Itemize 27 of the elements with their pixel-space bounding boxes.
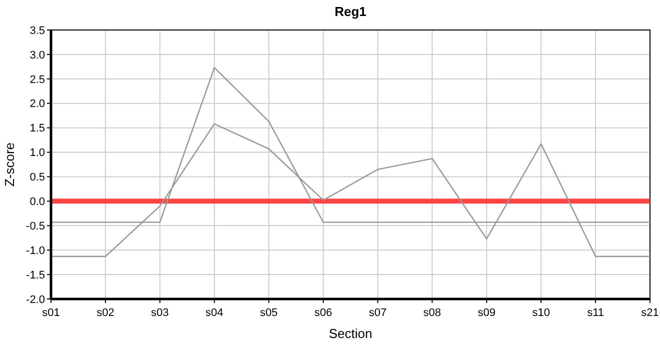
y-tick-label: -2.0 xyxy=(26,294,45,306)
x-tick-label: s11 xyxy=(587,307,604,319)
y-tick-label: 1.5 xyxy=(30,122,45,135)
x-tick-label: s02 xyxy=(96,307,114,319)
y-tick-label: -0.5 xyxy=(26,220,45,232)
x-tick-label: s09 xyxy=(478,307,496,319)
chart-title: Reg1 xyxy=(334,4,366,19)
y-tick-label: 2.5 xyxy=(30,74,45,86)
x-tick-label: s07 xyxy=(368,307,387,319)
y-tick-label: 1.0 xyxy=(30,147,45,160)
y-tick-label: 2.0 xyxy=(30,98,45,110)
x-axis-title: Section xyxy=(328,326,372,341)
y-tick-label: -1.0 xyxy=(26,244,45,257)
x-tick-label: s03 xyxy=(151,307,169,319)
y-tick-label: -1.5 xyxy=(26,269,45,282)
y-tick-label: 3.5 xyxy=(30,24,45,37)
x-tick-label: s04 xyxy=(205,307,224,319)
y-tick-label: 0.0 xyxy=(30,196,45,208)
x-tick-label: s08 xyxy=(423,307,442,319)
x-tick-label: s01 xyxy=(42,307,60,319)
y-tick-label: 0.5 xyxy=(30,172,45,184)
x-tick-label: s05 xyxy=(260,307,278,319)
y-axis-title: Z-score xyxy=(2,142,17,187)
y-tick-label: 3.0 xyxy=(30,49,45,62)
x-tick-label: s21 xyxy=(641,307,659,319)
x-tick-label: s06 xyxy=(314,307,332,319)
x-tick-label: s10 xyxy=(532,307,550,319)
